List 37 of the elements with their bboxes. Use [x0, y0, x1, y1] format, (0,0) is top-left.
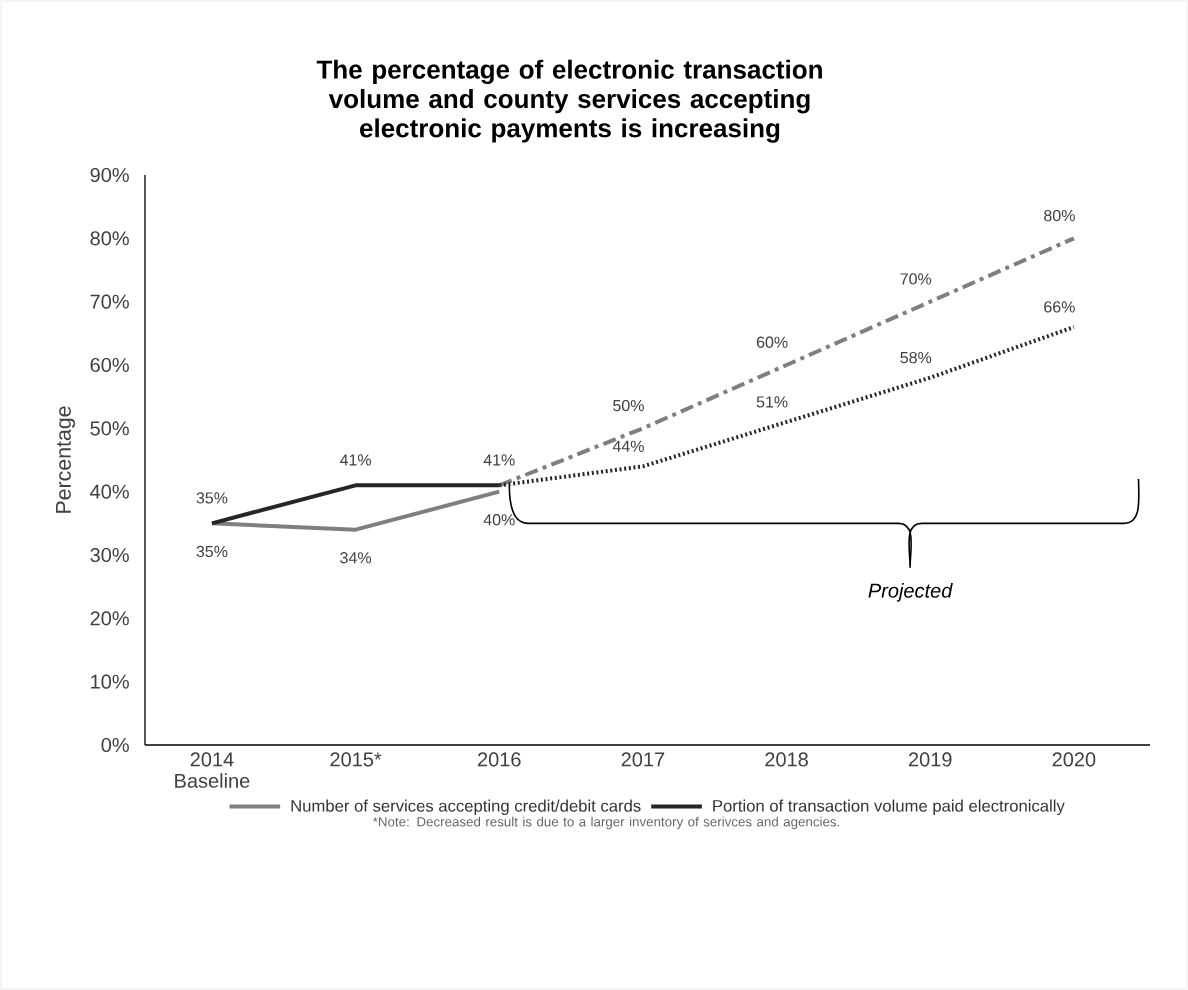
data-label: 40%: [483, 514, 515, 526]
y-tick-label: 0%: [101, 737, 129, 753]
data-label: 35%: [196, 545, 228, 558]
x-tick-label: 2020: [1052, 752, 1096, 767]
annotation: Projected: [868, 583, 953, 602]
x-tick-label: 2015*: [330, 752, 382, 767]
x-tick-label: 2014 Baseline: [175, 752, 250, 788]
y-tick-label: 90%: [90, 167, 129, 183]
x-tick-label: 2018: [765, 752, 808, 767]
data-label: 44%: [612, 440, 644, 452]
y-tick-label: 50%: [90, 421, 129, 436]
x-tick-label: 2016: [478, 752, 521, 767]
data-label: 50%: [613, 399, 644, 412]
x-tick-label: 2019: [908, 752, 952, 767]
data-label: 34%: [340, 552, 372, 564]
x-tick-label: 2017: [621, 752, 665, 767]
legend-label: Portion of transaction volume paid electronically: [713, 799, 1065, 816]
y-tick-label: 20%: [90, 611, 129, 626]
data-label: 41%: [339, 454, 372, 466]
data-label: 51%: [756, 396, 788, 408]
data-label: 80%: [1044, 209, 1075, 222]
y-tick-label: 60%: [90, 357, 129, 373]
y-tick-label: 10%: [91, 674, 129, 689]
legend-label: Number of services accepting credit/debit cards: [291, 799, 641, 816]
data-label: 58%: [900, 351, 932, 364]
y-tick-label: 30%: [90, 547, 129, 563]
data-label: 60%: [756, 336, 788, 348]
y-axis-title: Percentage: [56, 406, 76, 513]
data-label: 41%: [483, 454, 515, 466]
y-tick-label: 70%: [90, 294, 129, 309]
y-tick-label: 40%: [90, 484, 129, 499]
text: *Note: Decreased result is due to a larger inventory of serivces and agencies.: [372, 816, 840, 830]
data-label: 70%: [900, 273, 932, 285]
chart-title: The percentage of electronic transaction volume and county services accepting electronic payments is increasing: [316, 59, 822, 143]
data-label: 66%: [1044, 301, 1075, 313]
y-tick-label: 80%: [90, 231, 129, 246]
data-label: 35%: [196, 492, 228, 504]
